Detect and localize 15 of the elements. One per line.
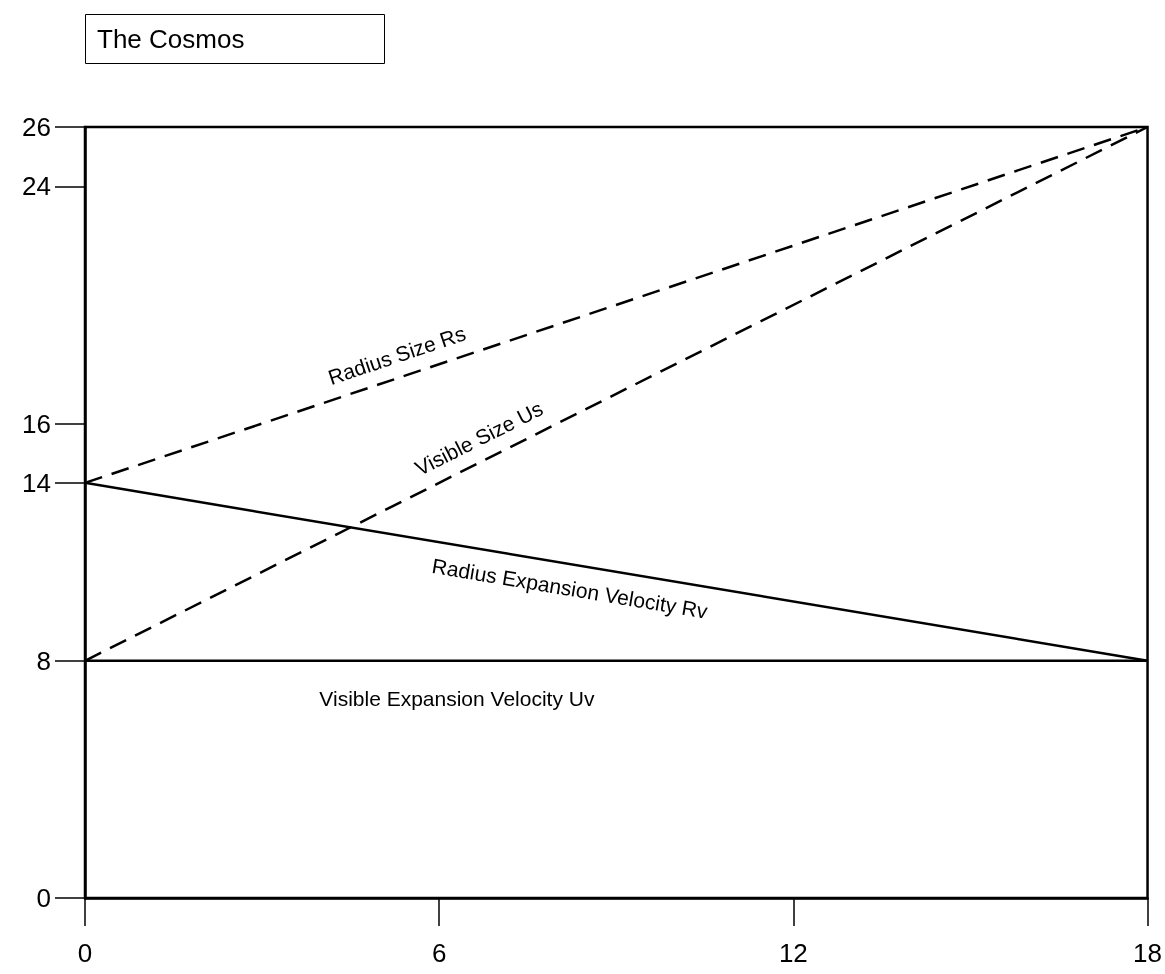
series-label: Visible Expansion Velocity Uv (319, 687, 595, 711)
x-tick-label: 12 (778, 938, 808, 968)
y-tick-label: 8 (36, 645, 51, 676)
y-tick-label: 0 (36, 883, 51, 913)
y-tick-label: 16 (22, 408, 51, 439)
text: Radius Expansion Velocity Rv (430, 554, 710, 623)
x-tick-label: 0 (77, 938, 93, 968)
y-tick-label: 26 (22, 112, 51, 142)
x-tick-label: 18 (1133, 938, 1162, 968)
chart-title: The Cosmos (97, 24, 245, 54)
text: Visible Size Us (411, 396, 547, 480)
x-tick-label: 6 (431, 938, 447, 968)
y-tick-label: 24 (22, 171, 51, 202)
y-tick-label: 14 (22, 467, 51, 498)
text: Radius Size Rs (325, 321, 469, 389)
